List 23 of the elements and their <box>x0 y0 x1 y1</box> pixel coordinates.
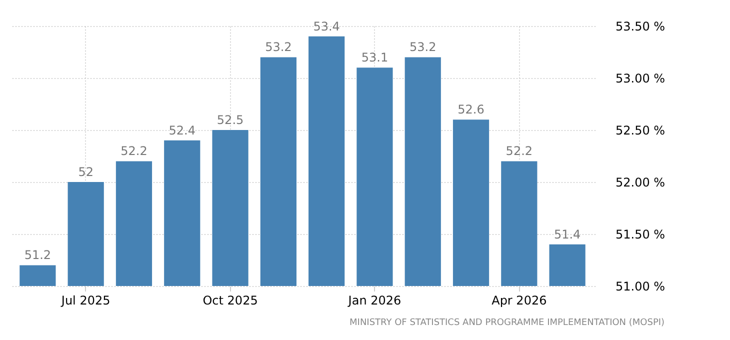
text: MINISTRY OF STATISTICS AND PROGRAMME IMPLEMENTATION (MOSPI) <box>350 318 665 328</box>
y-tick-label: 52.00 % <box>616 176 666 190</box>
data-label: 52.2 <box>506 144 533 158</box>
x-tick-label: Jul 2025 <box>60 294 110 308</box>
y-tick-label: 52.50 % <box>616 124 666 138</box>
data-label: 52.6 <box>458 102 484 117</box>
data-label: 52.2 <box>120 144 148 158</box>
x-tick-label: Apr 2026 <box>492 294 547 308</box>
y-tick-label: 51.50 % <box>616 228 666 242</box>
data-label: 51.4 <box>554 227 581 242</box>
y-tick-label: 53.00 % <box>616 72 666 86</box>
data-label: 52.5 <box>216 113 244 127</box>
data-label: 53.2 <box>410 40 436 54</box>
data-label: 51.2 <box>24 248 52 262</box>
x-tick-label: Oct 2025 <box>202 294 258 308</box>
data-label: 53.4 <box>313 19 340 34</box>
x-tick-label: Jan 2026 <box>347 294 402 308</box>
y-tick-label: 51.00 % <box>616 280 666 294</box>
data-label: 53.1 <box>361 50 388 65</box>
data-label: 53.2 <box>265 40 292 54</box>
y-tick-label: 53.50 % <box>616 20 666 34</box>
data-label: 52.4 <box>168 123 196 138</box>
data-label: 52 <box>78 165 94 179</box>
